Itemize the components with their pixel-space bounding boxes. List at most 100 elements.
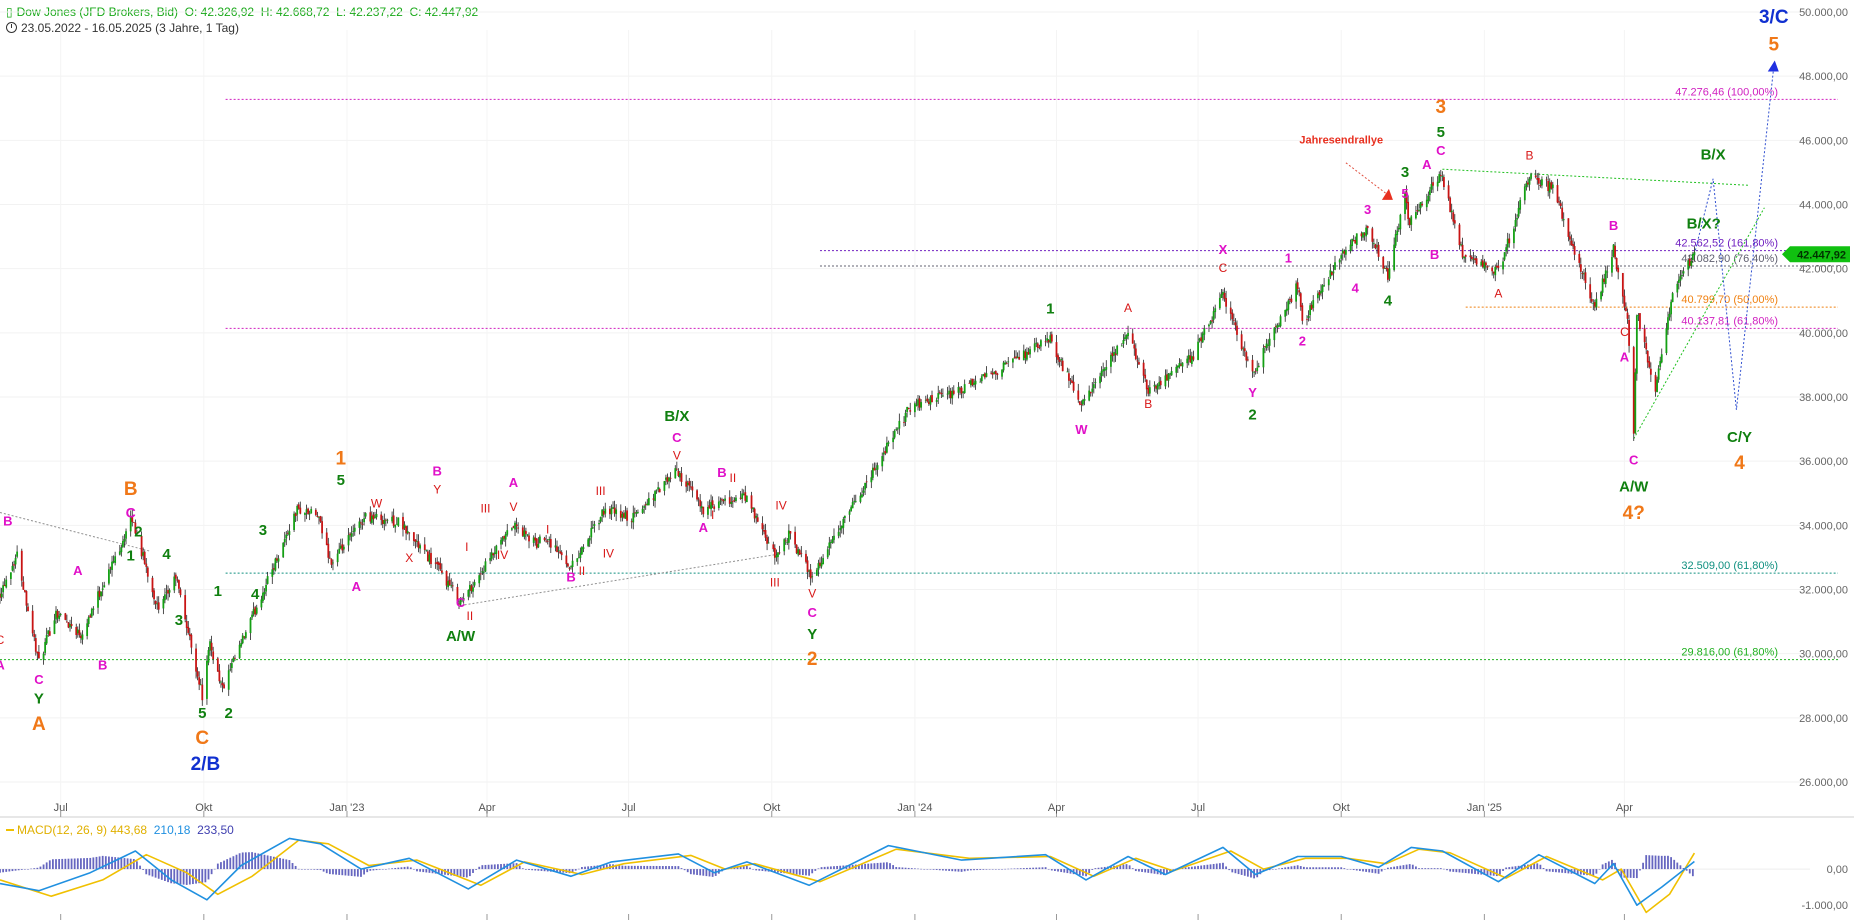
macd-hist-bar (1539, 864, 1542, 870)
candle-body (364, 513, 367, 517)
macd-hist-bar (525, 869, 527, 870)
wave-label: X (405, 551, 413, 565)
wave-label: C (1436, 143, 1446, 158)
candle-body (265, 584, 267, 592)
macd-hist-bar (14, 869, 17, 871)
wave-label: 2 (1299, 334, 1306, 349)
candle-body (1229, 307, 1232, 314)
macd-hist-bar (406, 866, 409, 870)
macd-hist-bar (1408, 864, 1411, 870)
macd-hist-bar (1116, 865, 1119, 870)
macd-hist-bar (1147, 869, 1150, 873)
candle-body (185, 621, 188, 629)
macd-hist-bar (1670, 857, 1672, 870)
macd-hist-bar (1296, 865, 1299, 870)
candle-body (1393, 244, 1396, 271)
macd-hist-bar (736, 867, 739, 870)
wave-label: I (465, 540, 468, 554)
candle-body (374, 516, 376, 519)
candle-body (1307, 316, 1310, 318)
macd-hist-bar (942, 869, 944, 871)
last-price-label: 42.447,92 (1797, 249, 1846, 261)
macd-hist-bar (938, 869, 941, 871)
macd-hist-bar (487, 864, 490, 870)
macd-hist-bar (689, 869, 692, 875)
candle-body (92, 608, 95, 611)
macd-hist-bar (142, 869, 145, 870)
wave-label: A (699, 520, 709, 535)
candle-body (1040, 340, 1042, 347)
candle-body (1569, 236, 1571, 240)
candle-body (330, 558, 333, 565)
candle-body (1218, 297, 1221, 309)
fib-level-label: 29.816,00 (61,80%) (1681, 647, 1778, 659)
candle-body (741, 493, 744, 499)
wave-label: 3 (1436, 97, 1447, 118)
candle-body (241, 635, 244, 644)
candle-body (1242, 348, 1245, 350)
macd-hist-bar (459, 869, 462, 877)
macd-hist-bar (244, 852, 247, 870)
macd-hist-bar (637, 865, 639, 870)
candle-body (1519, 200, 1522, 210)
candle-body (11, 565, 14, 571)
candle-body (1327, 279, 1330, 286)
macd-hist-bar (1007, 868, 1010, 870)
candle-body (1505, 247, 1508, 252)
macd-hist-bar (786, 869, 789, 874)
macd-hist-bar (160, 869, 163, 880)
macd-hist-bar (313, 869, 316, 870)
candle-body (426, 551, 429, 562)
candle-body (697, 498, 700, 500)
wave-label: 4 (1734, 453, 1745, 474)
candle-body (304, 512, 306, 515)
macd-hist-bar (335, 869, 337, 875)
macd-hist-bar (1365, 869, 1368, 872)
candle-body (960, 387, 963, 394)
macd-hist-bar (229, 857, 232, 870)
candle-body (327, 543, 330, 558)
candle-body (579, 552, 582, 559)
macd-hist-bar (403, 866, 406, 870)
x-tick-label: Jul (54, 802, 68, 814)
candle-body (1637, 314, 1640, 316)
macd-hist-bar (1405, 864, 1408, 870)
macd-hist-bar (811, 869, 814, 874)
candle-body (526, 534, 529, 536)
candle-body (1125, 334, 1128, 339)
macd-hist-bar (1455, 869, 1458, 873)
candle-body (728, 497, 731, 504)
candle-body (1449, 197, 1452, 213)
macd-hist-bar (960, 869, 963, 872)
wave-label: B (3, 513, 12, 528)
macd-hist-bar (207, 869, 210, 880)
candle-body (285, 534, 288, 539)
candle-body (1192, 356, 1195, 360)
candle-body (1138, 362, 1140, 365)
macd-hist-bar (1309, 867, 1312, 870)
candle-body (903, 422, 905, 423)
macd-hist-bar (665, 866, 667, 870)
x-tick-label: Okt (1333, 802, 1350, 814)
candle-body (962, 391, 965, 393)
macd-hist-bar (1555, 869, 1557, 873)
candle-body (1415, 212, 1417, 219)
candle-body (1122, 340, 1125, 344)
candle-body (1176, 365, 1179, 368)
candle-body (81, 634, 84, 640)
candle-body (1439, 174, 1442, 176)
macd-hist-bar (1586, 869, 1588, 876)
candle-body (721, 499, 723, 501)
macd-hist-bar (2, 869, 5, 873)
macd-hist-bar (587, 866, 590, 870)
macd-hist-bar (117, 857, 120, 870)
macd-hist-bar (857, 864, 860, 870)
candle-body (123, 539, 126, 542)
candle-body (647, 498, 650, 506)
candle-body (1246, 359, 1249, 361)
candle-body (168, 590, 171, 593)
candle-body (461, 598, 464, 601)
macd-hist-bar (481, 865, 484, 870)
candle-body (643, 506, 646, 508)
